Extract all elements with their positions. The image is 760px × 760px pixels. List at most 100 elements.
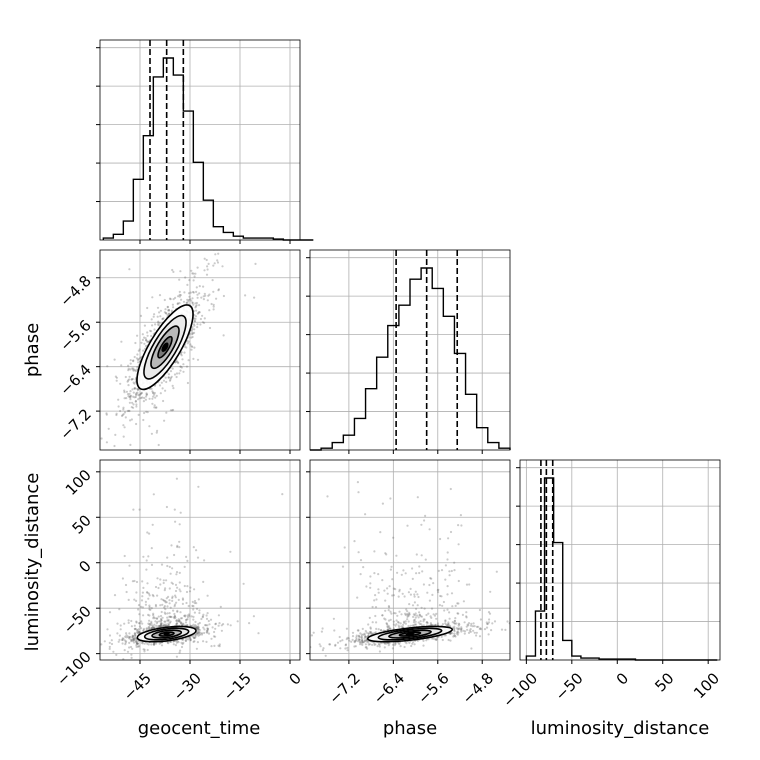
scatter-point bbox=[160, 381, 163, 384]
scatter-point bbox=[195, 301, 198, 305]
scatter-point bbox=[444, 622, 447, 625]
scatter-point bbox=[135, 621, 138, 624]
scatter-point bbox=[195, 632, 199, 635]
scatter-point bbox=[369, 575, 372, 578]
scatter-point bbox=[185, 365, 189, 368]
scatter-point bbox=[120, 364, 123, 367]
scatter-point bbox=[381, 614, 384, 617]
scatter-point bbox=[453, 619, 456, 622]
scatter-point bbox=[183, 614, 186, 618]
scatter-point bbox=[204, 294, 207, 297]
scatter-point bbox=[388, 585, 391, 588]
scatter-point bbox=[422, 618, 425, 621]
scatter-point bbox=[429, 577, 432, 580]
scatter-point bbox=[195, 607, 199, 611]
scatter-point bbox=[411, 604, 415, 607]
scatter-point bbox=[135, 599, 138, 603]
scatter-point bbox=[391, 594, 394, 597]
scatter-point bbox=[406, 612, 409, 616]
scatter-point bbox=[210, 637, 213, 640]
scatter-point bbox=[187, 638, 190, 641]
scatter-point bbox=[128, 375, 131, 378]
scatter-point bbox=[410, 644, 413, 648]
scatter-point bbox=[130, 418, 133, 421]
scatter-point bbox=[176, 544, 179, 548]
scatter-point bbox=[163, 620, 166, 623]
scatter-point bbox=[468, 629, 471, 632]
scatter-point bbox=[179, 369, 182, 372]
scatter-point bbox=[208, 309, 211, 312]
scatter-point bbox=[166, 641, 169, 644]
scatter-point bbox=[125, 632, 128, 635]
scatter-point bbox=[459, 514, 462, 517]
scatter-point bbox=[384, 599, 387, 602]
scatter-point bbox=[165, 312, 168, 315]
scatter-point bbox=[205, 617, 209, 621]
scatter-point bbox=[465, 611, 468, 614]
scatter-point bbox=[418, 622, 421, 626]
scatter-point bbox=[432, 637, 435, 640]
scatter-point bbox=[133, 355, 136, 359]
scatter-point bbox=[334, 644, 337, 647]
scatter-point bbox=[162, 379, 166, 382]
scatter-point bbox=[473, 631, 476, 634]
scatter-point bbox=[137, 413, 140, 416]
scatter-point bbox=[455, 632, 458, 635]
scatter-point bbox=[175, 573, 178, 576]
scatter-point bbox=[142, 586, 145, 590]
hist-geocent-time-frame bbox=[99, 39, 301, 241]
scatter-point bbox=[128, 378, 131, 381]
scatter-point bbox=[128, 637, 131, 640]
scatter-point bbox=[186, 616, 190, 619]
scatter-point bbox=[120, 340, 123, 343]
scatter-point bbox=[168, 615, 171, 618]
scatter-point bbox=[130, 625, 133, 628]
scatter-point bbox=[184, 618, 188, 622]
scatter-point bbox=[118, 608, 121, 611]
scatter-point bbox=[417, 616, 420, 619]
scatter-point bbox=[322, 647, 325, 650]
scatter-point bbox=[183, 351, 186, 354]
scatter-point bbox=[190, 336, 193, 339]
scatter-point bbox=[156, 306, 160, 309]
scatter-point bbox=[175, 622, 178, 625]
scatter-point bbox=[363, 639, 367, 642]
scatter-point bbox=[168, 565, 171, 569]
scatter-point bbox=[188, 295, 191, 298]
scatter-point bbox=[144, 398, 147, 401]
scatter-point bbox=[173, 615, 176, 618]
scatter-point bbox=[386, 642, 390, 645]
scatter-point bbox=[130, 378, 133, 381]
scatter-point bbox=[166, 306, 169, 309]
scatter-point bbox=[146, 334, 149, 337]
scatter-point bbox=[130, 619, 133, 623]
scatter-point bbox=[131, 388, 134, 391]
scatter-point bbox=[182, 370, 185, 373]
scatter-point bbox=[133, 627, 136, 631]
scatter-point bbox=[217, 614, 220, 617]
scatter-point bbox=[156, 577, 159, 580]
scatter-point bbox=[183, 584, 186, 588]
scatter-point bbox=[139, 357, 142, 360]
scatter-point bbox=[209, 618, 213, 621]
scatter-point bbox=[216, 261, 220, 264]
scatter-point bbox=[205, 624, 208, 627]
scatter-point bbox=[133, 634, 136, 637]
scatter-point bbox=[364, 646, 367, 649]
scatter-point bbox=[156, 323, 160, 326]
scatter-point bbox=[357, 551, 360, 554]
scatter-point bbox=[179, 621, 182, 624]
scatter-point bbox=[186, 618, 189, 621]
scatter-point bbox=[169, 640, 173, 644]
scatter-point bbox=[167, 624, 170, 627]
scatter-point bbox=[153, 391, 156, 395]
scatter-point bbox=[137, 645, 140, 648]
scatter-point bbox=[160, 563, 164, 566]
scatter-point bbox=[186, 624, 189, 627]
scatter-point bbox=[326, 495, 329, 498]
scatter-point bbox=[131, 367, 134, 370]
scatter-point bbox=[187, 604, 190, 608]
scatter-point bbox=[123, 426, 126, 429]
scatter-point bbox=[132, 391, 135, 394]
scatter-point bbox=[355, 638, 358, 641]
